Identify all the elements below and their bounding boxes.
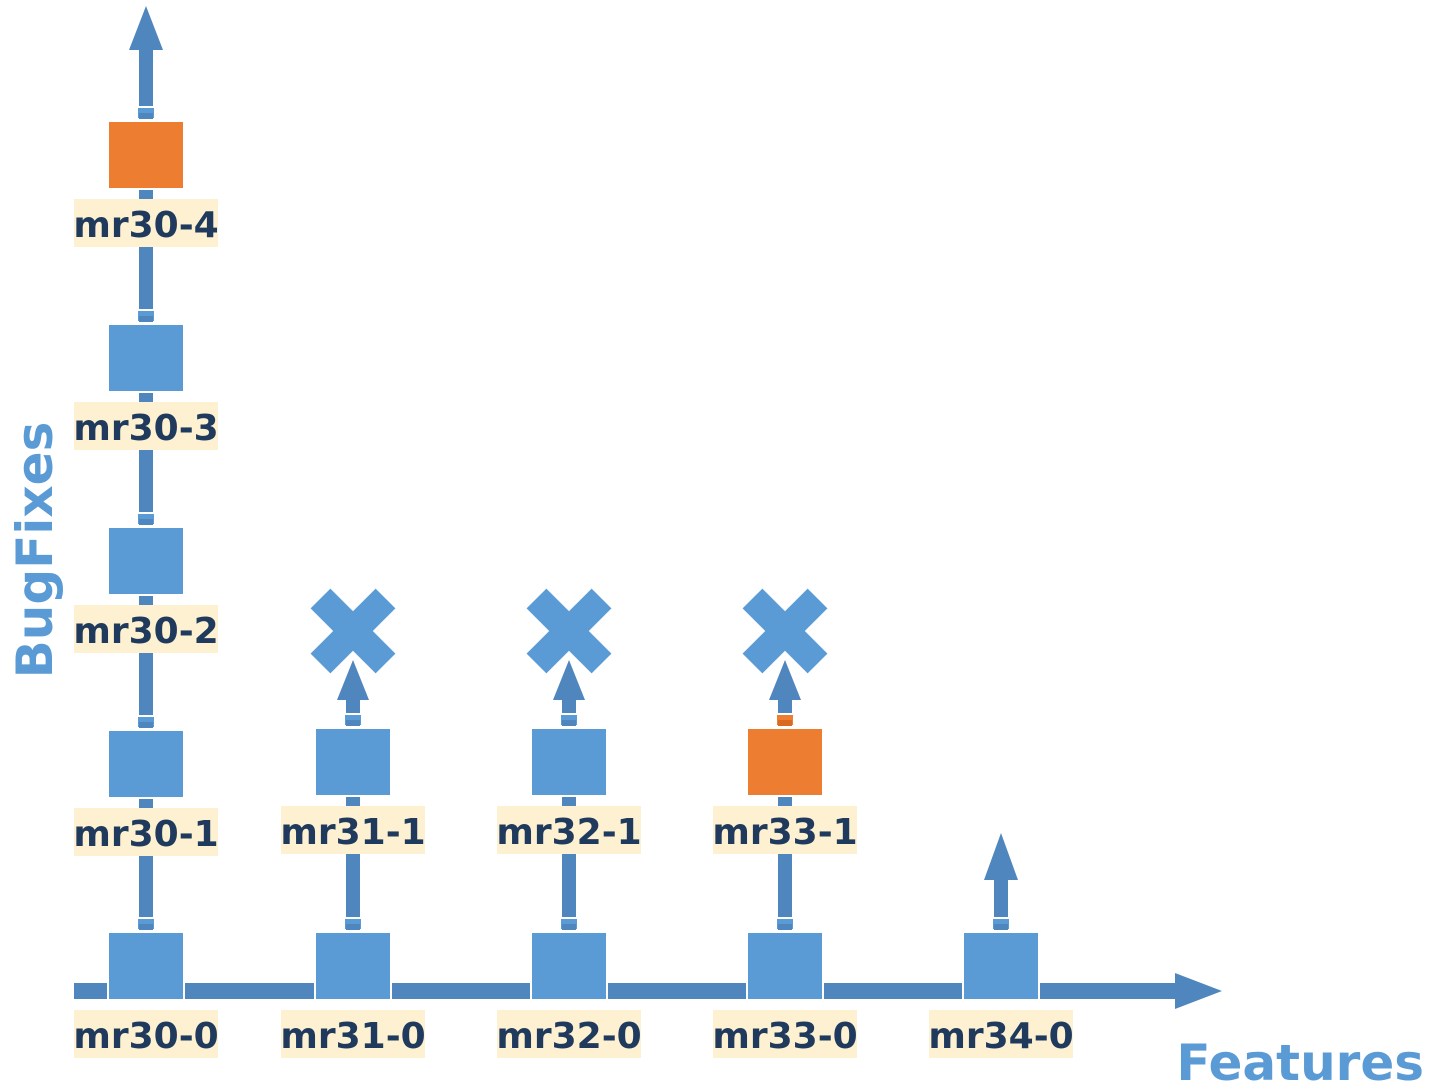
release-label: mr33-1 — [712, 812, 857, 853]
release-label: mr33-0 — [712, 1016, 857, 1057]
release-label: mr30-0 — [73, 1016, 218, 1057]
cross-icon — [526, 588, 612, 674]
release-label: mr31-0 — [280, 1016, 425, 1057]
release-node-mr30-0: mr30-0 — [73, 917, 219, 1058]
release-node-mr32-1: mr32-1 — [496, 713, 642, 854]
features-axis — [74, 973, 1222, 1009]
release-label: mr30-4 — [73, 205, 218, 246]
y-axis-title: BugFixes — [6, 422, 64, 679]
release-node-mr32-0: mr32-0 — [496, 917, 642, 1058]
release-node-mr30-1: mr30-1 — [73, 715, 219, 856]
release-node-mr30-4: mr30-4 — [73, 106, 219, 247]
release-node-mr30-3: mr30-3 — [73, 309, 219, 450]
release-node-mr33-1: mr33-1 — [712, 713, 858, 854]
release-node-mr31-0: mr31-0 — [280, 917, 426, 1058]
x-axis-title: Features — [1176, 1034, 1424, 1087]
release-label: mr32-0 — [496, 1016, 641, 1057]
release-label: mr34-0 — [928, 1016, 1073, 1057]
release-label: mr30-2 — [73, 611, 218, 652]
branch-arrow-mr32 — [553, 660, 585, 700]
branch-arrow-mr31 — [337, 660, 369, 700]
cross-icon — [310, 588, 396, 674]
release-label: mr31-1 — [280, 812, 425, 853]
branch-arrow-mr34 — [984, 833, 1018, 880]
release-node-mr31-1: mr31-1 — [280, 713, 426, 854]
release-node-mr30-2: mr30-2 — [73, 512, 219, 653]
cross-icon — [742, 588, 828, 674]
release-label: mr30-1 — [73, 814, 218, 855]
branch-arrow-mr30 — [129, 6, 163, 50]
release-label: mr32-1 — [496, 812, 641, 853]
release-node-mr33-0: mr33-0 — [712, 917, 858, 1058]
branch-arrow-mr33 — [769, 660, 801, 700]
release-label: mr30-3 — [73, 408, 218, 449]
release-node-mr34-0: mr34-0 — [928, 917, 1074, 1058]
